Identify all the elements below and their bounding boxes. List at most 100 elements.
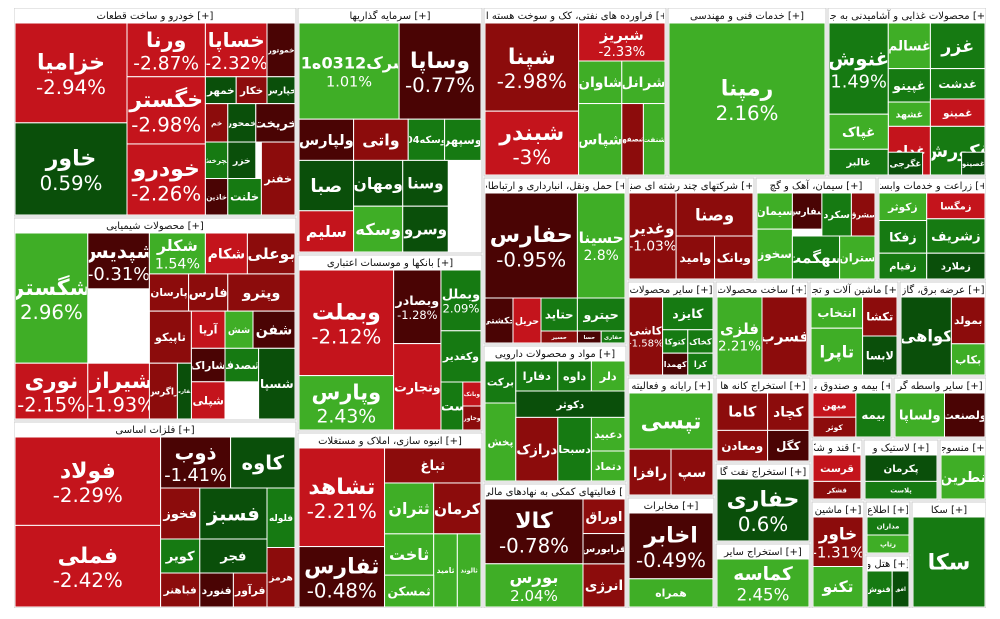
stock-tile[interactable]: تاپیکو — [148, 310, 192, 364]
sector-title[interactable]: مخابرات [+] — [644, 501, 699, 512]
stock-tile[interactable]: فخوز — [160, 487, 201, 540]
stock-tile[interactable]: خموتور — [266, 22, 296, 78]
stock-tile[interactable]: داوه — [557, 360, 592, 392]
stock-tile[interactable]: ومهان — [353, 159, 404, 207]
stock-tile[interactable]: دکوثر — [515, 390, 626, 418]
stock-tile[interactable]: غپاک — [828, 113, 889, 150]
stock-tile[interactable]: دفارا — [515, 360, 559, 392]
stock-tile[interactable]: حتاید — [540, 297, 578, 332]
stock-tile[interactable]: فسرب — [760, 296, 810, 376]
stock-tile[interactable]: خزامیا-2.94% — [14, 22, 128, 124]
sector-title[interactable]: استخراج کانه ها [+] — [720, 381, 805, 392]
stock-tile[interactable]: وبانک — [462, 381, 482, 407]
stock-tile[interactable]: کرا — [687, 352, 714, 376]
sector-title[interactable]: لاستیک و [+] — [872, 443, 930, 454]
stock-tile[interactable]: شفن — [252, 310, 296, 349]
stock-tile[interactable]: شاراک — [190, 347, 226, 383]
stock-tile[interactable]: کگل — [767, 429, 810, 462]
stock-tile[interactable]: شپدیس-0.31% — [81, 232, 156, 290]
stock-tile[interactable]: دعبید — [590, 416, 626, 452]
stock-tile[interactable]: خگستر-2.98% — [126, 76, 206, 145]
stock-tile[interactable]: دسبحا — [557, 416, 592, 482]
stock-tile[interactable]: فارس — [188, 273, 229, 312]
stock-tile[interactable]: حسیر — [540, 330, 578, 344]
stock-tile[interactable]: فجر — [199, 538, 268, 574]
stock-tile[interactable]: شبندر-3% — [484, 110, 580, 176]
sector-title[interactable]: سیمان، آهک و گچ [+] — [770, 179, 863, 192]
sector-title[interactable]: محصولات غذایی و آشامیدنی به جز [+] — [824, 9, 986, 22]
stock-tile[interactable]: نوری-2.15% — [14, 362, 89, 420]
stock-tile[interactable]: کاوه — [230, 436, 296, 489]
stock-tile[interactable]: تکشا — [862, 296, 898, 337]
stock-tile[interactable]: شپلی — [190, 381, 226, 420]
stock-tile[interactable]: شکام — [204, 232, 248, 275]
stock-tile[interactable]: قرست — [812, 454, 862, 482]
stock-tile[interactable]: زملارد — [926, 252, 986, 280]
stock-tile[interactable]: خاور-1.31% — [811, 516, 864, 567]
sector-title[interactable]: فلزات اساسی [+] — [115, 425, 194, 436]
sector-title[interactable]: فراورده های نفتی، کک و سوخت هسته ای [+] — [478, 11, 672, 22]
stock-tile[interactable]: ثالوند — [456, 533, 482, 608]
stock-tile[interactable]: ثفارس-0.48% — [298, 546, 386, 608]
stock-tile[interactable]: غالبر — [828, 148, 889, 176]
stock-tile[interactable]: وکغدیر — [440, 330, 482, 383]
stock-tile[interactable]: خریخت — [253, 103, 297, 143]
stock-tile[interactable]: سکا — [912, 516, 986, 608]
stock-tile[interactable]: وامید — [675, 235, 716, 280]
stock-tile[interactable]: ستران — [839, 235, 876, 280]
stock-tile[interactable]: شاوان — [578, 60, 623, 105]
stock-tile[interactable]: کواهی — [900, 296, 954, 376]
stock-tile[interactable]: ولساپا — [894, 392, 945, 438]
stock-tile[interactable]: فرابورس — [582, 533, 626, 565]
stock-tile[interactable]: انتخاب — [810, 296, 864, 329]
stock-tile[interactable]: پلاست — [864, 480, 938, 500]
stock-tile[interactable]: کرمان — [433, 482, 482, 535]
stock-tile[interactable]: ثامید — [433, 533, 458, 608]
stock-tile[interactable]: هرمز — [266, 547, 296, 608]
sector-title[interactable]: حمل ونقل، انبارداری و ارتباطات [+] — [478, 181, 631, 192]
stock-tile[interactable]: قشکر — [812, 480, 862, 500]
stock-tile[interactable]: سیمان — [756, 192, 794, 230]
stock-tile[interactable]: غگرجی — [887, 151, 924, 176]
sector-title[interactable]: زراعت و خدمات وابسته [+] — [873, 181, 986, 192]
sector-title[interactable]: عرضه برق، گاز [+] — [901, 284, 985, 296]
stock-tile[interactable]: سهگمت — [786, 235, 846, 280]
stock-tile[interactable]: خودرو-2.26% — [126, 143, 206, 216]
stock-tile[interactable]: زکوثر — [878, 192, 928, 222]
stock-tile[interactable]: حپترو — [576, 297, 626, 332]
stock-tile[interactable]: زشریف — [926, 218, 986, 254]
stock-tile[interactable]: شپنا-2.98% — [484, 22, 580, 112]
sector-title[interactable]: سرمایه گذاریها [+] — [349, 10, 430, 22]
sector-title[interactable]: خودرو و ساخت قطعات [+] — [97, 11, 214, 22]
stock-tile[interactable]: کوثر — [812, 416, 857, 438]
stock-tile[interactable]: نطرین — [940, 454, 986, 500]
sector-title[interactable]: ماشین آلات و تجه [+] — [807, 283, 901, 296]
stock-tile[interactable]: پکرمان — [864, 454, 938, 482]
stock-tile[interactable]: سکرد — [821, 192, 852, 237]
stock-tile[interactable]: فسبز — [199, 487, 268, 540]
stock-tile[interactable]: شسپا — [258, 347, 296, 420]
stock-tile[interactable]: غمینو — [929, 98, 986, 127]
stock-tile[interactable]: شرانل — [621, 60, 666, 105]
sector-title[interactable]: قند و شکر [+] — [804, 443, 868, 454]
stock-tile[interactable]: وبملت-2.12% — [298, 269, 395, 377]
stock-tile[interactable]: خپارس — [265, 76, 296, 105]
stock-tile[interactable]: فلوله — [266, 487, 296, 548]
stock-tile[interactable]: بوعلی — [246, 232, 296, 275]
stock-tile[interactable]: تپسی — [628, 392, 714, 450]
stock-tile[interactable]: ومعادن — [716, 429, 769, 462]
stock-tile[interactable]: سفارس — [788, 192, 826, 230]
stock-tile[interactable]: برکت — [484, 360, 517, 404]
stock-tile[interactable]: خمهر — [204, 76, 237, 105]
stock-tile[interactable]: پخش — [484, 402, 517, 482]
stock-tile[interactable]: سشرق — [849, 192, 877, 237]
stock-tile[interactable]: حسا — [576, 330, 602, 344]
stock-tile[interactable]: ثاخت — [384, 533, 435, 576]
stock-tile[interactable]: بمولد — [950, 296, 986, 345]
stock-tile[interactable]: غصینو — [961, 151, 986, 176]
